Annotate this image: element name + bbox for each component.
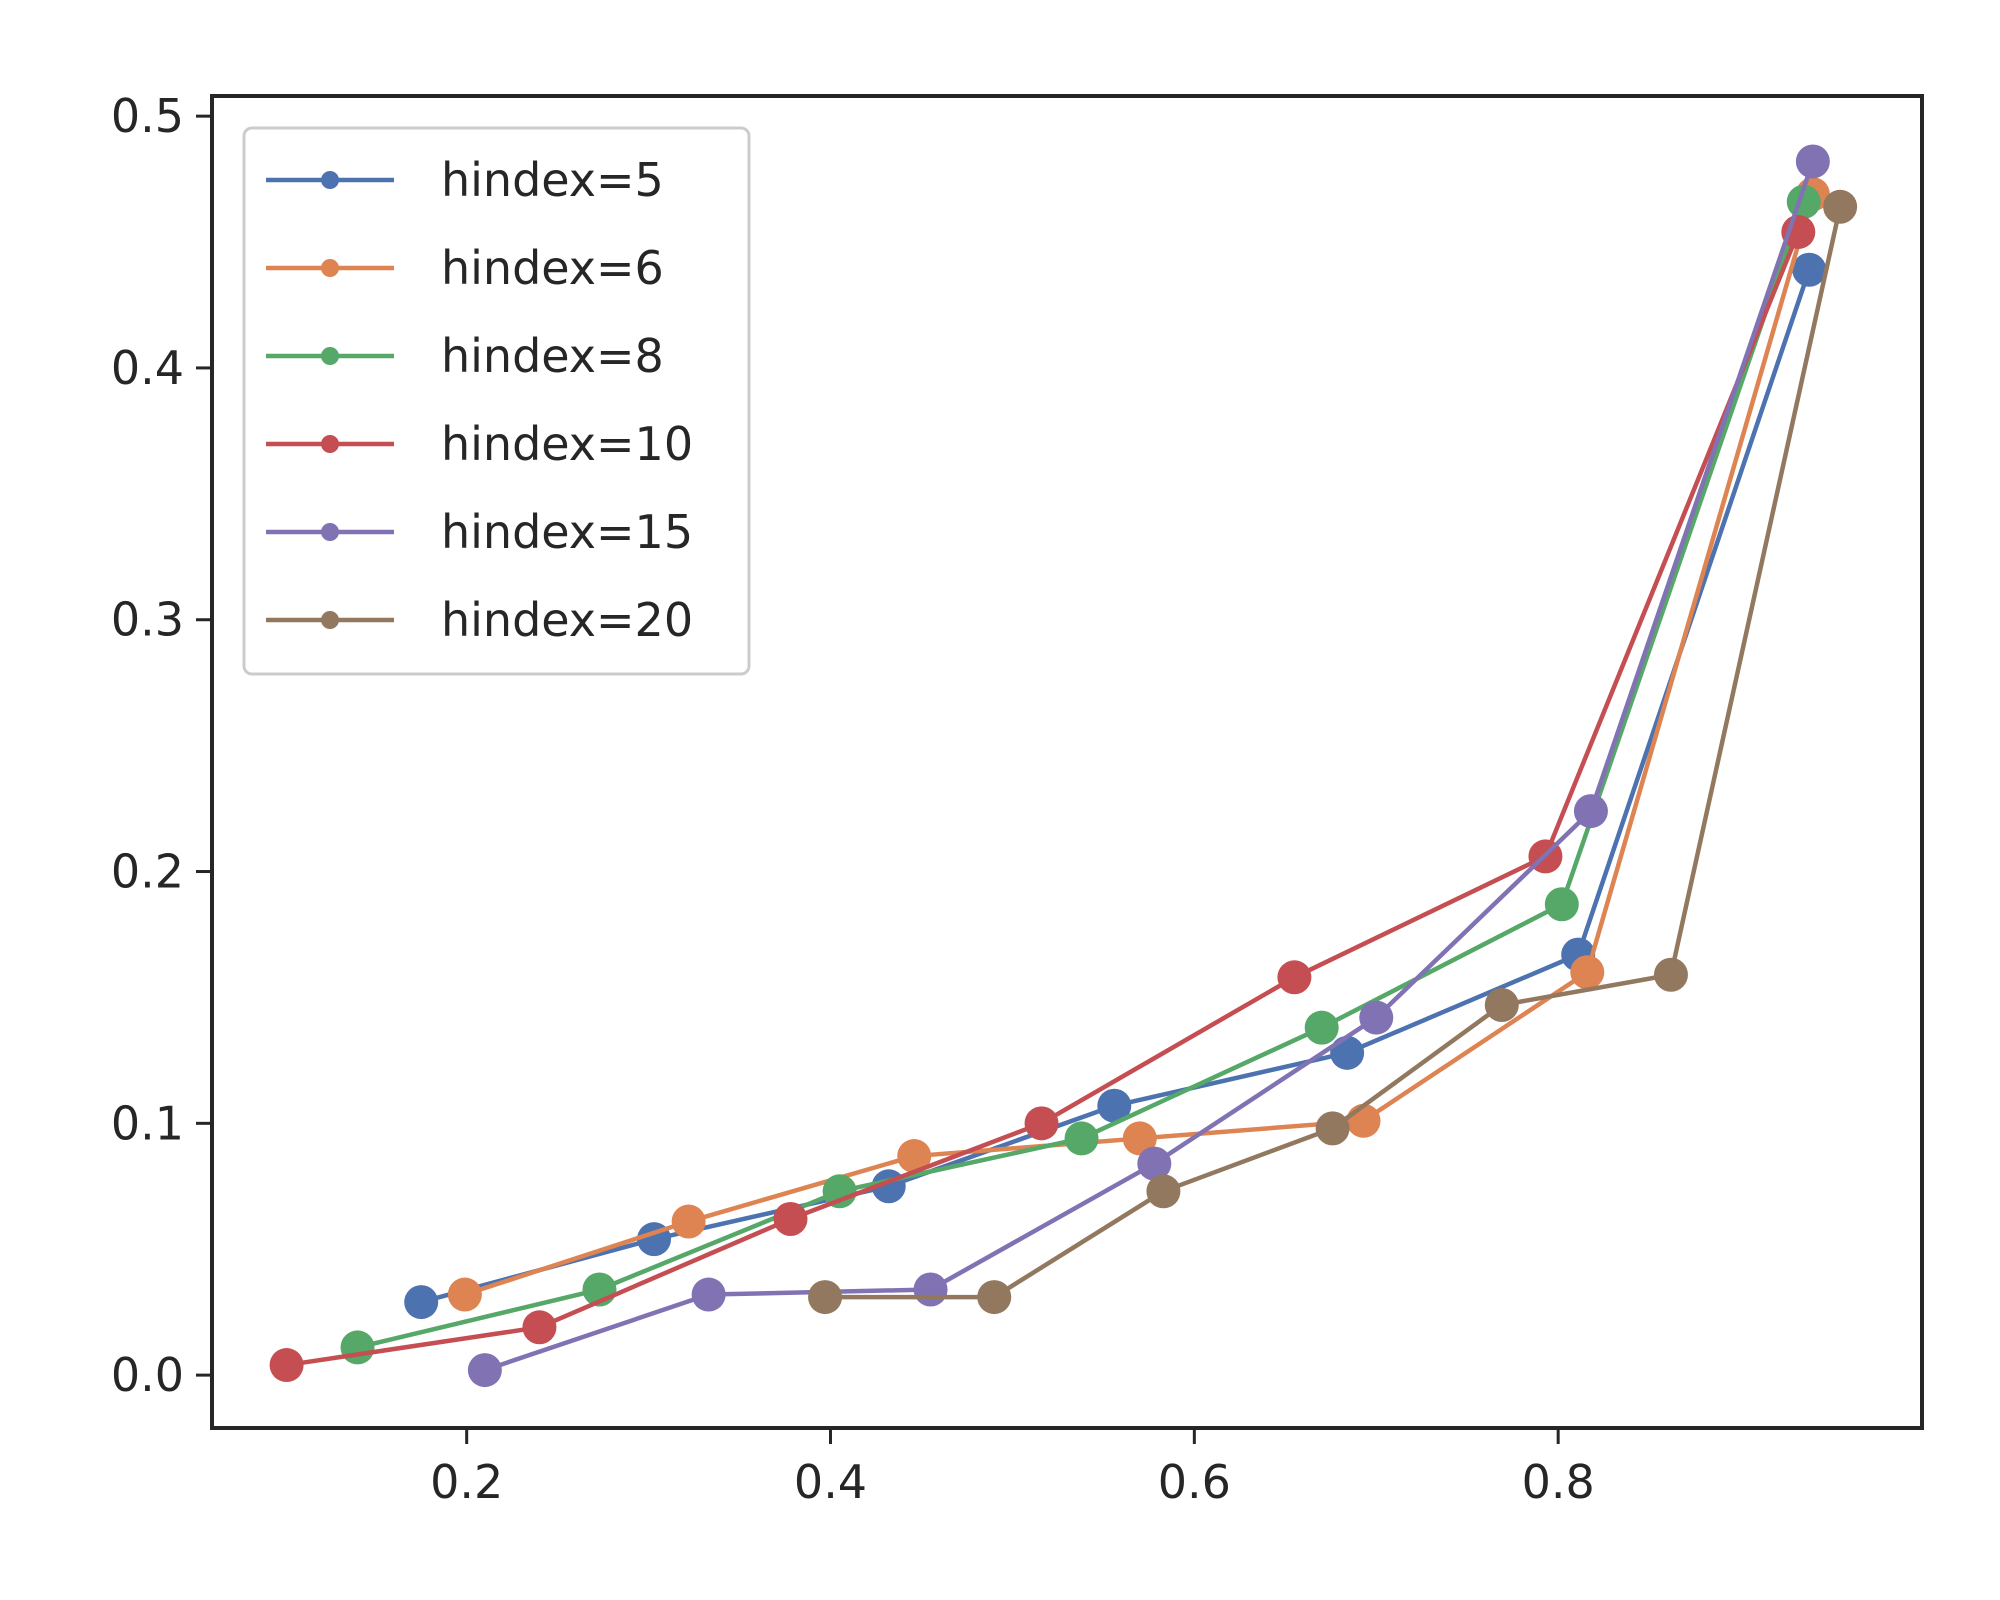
- legend-box: [242, 126, 751, 676]
- data-point: [913, 1272, 948, 1307]
- data-point: [1146, 1174, 1181, 1209]
- legend-label: hindex=8: [441, 329, 664, 383]
- data-point: [1304, 1010, 1339, 1045]
- data-point: [1315, 1111, 1350, 1146]
- data-point: [1024, 1106, 1059, 1141]
- data-point: [447, 1277, 482, 1312]
- data-point: [897, 1139, 932, 1174]
- y-tick-label: 0.4: [111, 341, 184, 395]
- legend-marker: [321, 347, 339, 365]
- data-point: [269, 1348, 304, 1383]
- legend-marker: [321, 523, 339, 541]
- y-tick-label: 0.0: [111, 1348, 184, 1402]
- x-tick-label: 0.4: [794, 1455, 867, 1509]
- x-axis: 0.2 0.4 0.6 0.8: [430, 1428, 1595, 1509]
- data-point: [522, 1310, 557, 1345]
- legend-marker: [321, 259, 339, 277]
- legend-label: hindex=10: [441, 417, 693, 471]
- data-point: [1097, 1088, 1132, 1123]
- legend-marker: [321, 611, 339, 629]
- x-tick-label: 0.2: [430, 1455, 503, 1509]
- data-point: [404, 1285, 439, 1320]
- legend-label: hindex=6: [441, 241, 664, 295]
- legend-label: hindex=20: [441, 593, 693, 647]
- plot-marks: [269, 144, 1858, 1388]
- data-point: [1330, 1035, 1365, 1070]
- data-point: [1122, 1121, 1157, 1156]
- data-point: [467, 1353, 502, 1388]
- data-point: [1544, 887, 1579, 922]
- data-point: [1137, 1146, 1172, 1181]
- y-tick-label: 0.1: [111, 1096, 184, 1150]
- y-tick-label: 0.3: [111, 593, 184, 647]
- data-point: [773, 1202, 808, 1237]
- data-point: [1359, 1000, 1394, 1035]
- legend: hindex=5 hindex=6 hindex=8 hindex=10 hindex=…: [242, 126, 751, 676]
- data-point: [340, 1330, 375, 1365]
- data-point: [691, 1277, 726, 1312]
- data-point: [671, 1204, 706, 1239]
- data-point: [808, 1280, 843, 1315]
- legend-label: hindex=15: [441, 505, 693, 559]
- data-point: [1064, 1121, 1099, 1156]
- data-point: [1346, 1103, 1381, 1138]
- data-point: [1795, 144, 1830, 179]
- data-point: [1570, 955, 1605, 990]
- legend-marker: [321, 435, 339, 453]
- data-point: [822, 1174, 857, 1209]
- y-axis: 0.0 0.1 0.2 0.3 0.4 0.5: [111, 89, 212, 1402]
- x-tick-label: 0.8: [1522, 1455, 1595, 1509]
- data-point: [977, 1280, 1012, 1315]
- y-tick-label: 0.5: [111, 89, 184, 143]
- data-point: [1653, 957, 1688, 992]
- legend-label: hindex=5: [441, 153, 664, 207]
- plot-area-frame: [210, 94, 1924, 1430]
- legend-marker: [321, 171, 339, 189]
- data-point: [1792, 252, 1827, 287]
- data-point: [1573, 794, 1608, 829]
- data-point: [1484, 987, 1519, 1022]
- data-point: [1277, 960, 1312, 995]
- x-tick-label: 0.6: [1158, 1455, 1231, 1509]
- y-tick-label: 0.2: [111, 845, 184, 899]
- data-point: [1823, 189, 1858, 224]
